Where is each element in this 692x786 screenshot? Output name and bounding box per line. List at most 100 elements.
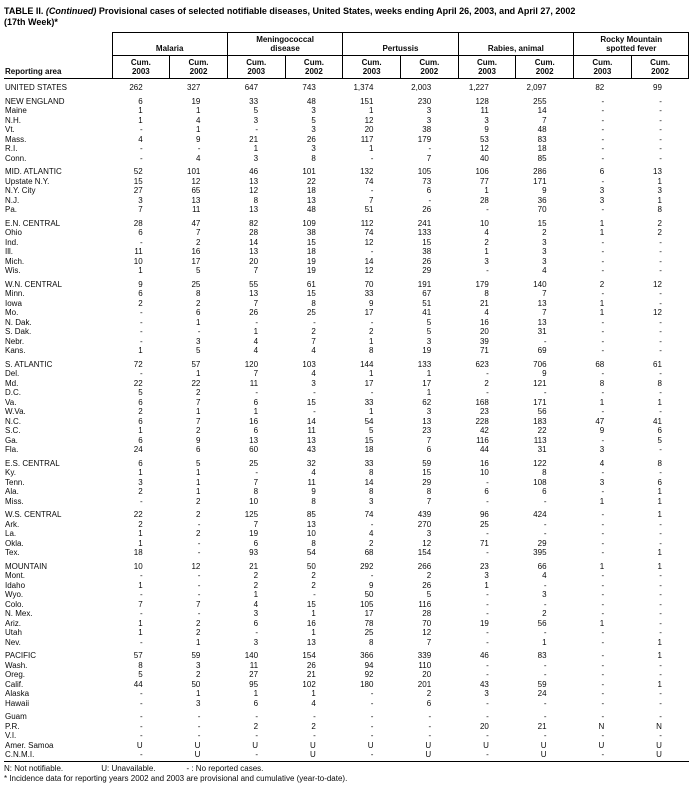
value-cell: 12 (249, 186, 259, 195)
value-cell: 5 (657, 435, 662, 445)
legend-not-notifiable: N: Not notifiable. (4, 763, 64, 773)
col-header-rabies-animal-cum-2003: Cum. 2003 (457, 55, 516, 79)
value-cell: - (659, 712, 662, 721)
value-cell: 31 (537, 327, 547, 336)
value-cell: 10 (479, 468, 489, 477)
value-cell: 15 (422, 468, 432, 477)
value-cell: - (601, 712, 605, 721)
value-cell: 12 (191, 561, 201, 571)
value-cell: 78 (364, 618, 374, 628)
value-cell: 77 (479, 176, 489, 186)
reporting-area-cell: Wash. (5, 660, 28, 670)
value-cell: - (659, 731, 662, 740)
value-cell: - (543, 529, 547, 538)
value-cell: 1 (599, 228, 605, 237)
value-cell: - (543, 731, 547, 740)
table-row: Nev. -1 3 13 8 7-1-1 (4, 638, 689, 648)
value-cell: 95 (249, 679, 259, 689)
value-cell: 108 (533, 477, 547, 487)
value-cell: 180 (360, 679, 374, 689)
value-cell: 2 (195, 529, 201, 538)
value-cell: 1 (542, 637, 547, 647)
table-row: Alaska - 1 1 1 - 2 3 24 - - (4, 689, 689, 699)
value-cell: U (367, 740, 374, 750)
value-cell: 3 (195, 698, 201, 708)
value-cell: - (659, 660, 662, 670)
value-cell: 2 (195, 618, 201, 628)
value-cell: - (370, 519, 374, 529)
table-row: MOUNTAIN 10 12 21 50 292 266 23 66 1 1 (4, 562, 689, 572)
value-cell: 13 (537, 317, 547, 327)
value-cell: 20 (364, 125, 374, 134)
value-cell: 1 (195, 317, 201, 327)
value-cell: - (370, 153, 374, 163)
value-cell: - (255, 712, 259, 721)
title-continued: (Continued) (45, 6, 97, 16)
value-cell: - (197, 327, 201, 336)
table-row: S. Dak. - - 1 2 2 5 20 31 - - (4, 327, 689, 337)
value-cell: 2,097 (526, 83, 547, 92)
value-cell: 26 (306, 134, 316, 144)
value-cell: - (140, 369, 143, 378)
value-cell: - (659, 96, 662, 106)
table-row: Oreg. 5 2 27 21 92 20 - - - - (4, 670, 689, 680)
value-cell: 241 (417, 218, 432, 228)
value-cell: 1 (195, 407, 201, 416)
value-cell: 21 (249, 134, 259, 144)
value-cell: 36 (537, 195, 547, 205)
value-cell: 26 (306, 660, 316, 670)
value-cell: 5 (426, 327, 432, 336)
value-cell: - (140, 125, 143, 134)
table-row: D.C. 5 2 - - - 1 - - - - (4, 388, 689, 398)
value-cell: 11 (134, 247, 143, 256)
value-cell: - (370, 721, 374, 731)
value-cell: 103 (302, 359, 316, 369)
value-cell: 68 (595, 359, 605, 369)
col-header-malaria-cum-2003: Cum. 2003 (111, 55, 170, 79)
value-cell: 1 (369, 369, 374, 378)
table-row: Calif. 44 50 95 102 180 201 43 59 - 1 (4, 680, 689, 690)
value-cell: 8 (599, 378, 605, 388)
value-cell: 122 (533, 458, 547, 468)
value-cell: - (601, 407, 605, 416)
reporting-area-cell: N.Y. City (5, 186, 36, 195)
value-cell: 1 (195, 637, 201, 647)
value-cell: 33 (364, 458, 374, 468)
value-cell: - (370, 689, 374, 698)
value-cell: - (659, 115, 662, 125)
value-cell: 24 (133, 445, 143, 454)
value-cell: - (370, 317, 374, 327)
value-cell: 10 (306, 529, 316, 538)
value-cell: 14 (364, 477, 374, 487)
value-cell: - (140, 637, 143, 647)
reporting-area-cell: N. Dak. (5, 317, 32, 327)
value-cell: 133 (417, 359, 432, 369)
col-header-rabies-animal-cum-2002: Cum. 2002 (515, 55, 574, 79)
value-cell: 1 (311, 628, 316, 637)
value-cell: 15 (306, 397, 316, 407)
value-cell: 33 (249, 96, 259, 106)
value-cell: U (310, 740, 316, 750)
value-cell: 1 (599, 496, 605, 506)
reporting-area-cell: Md. (5, 378, 19, 388)
value-cell: 10 (133, 256, 143, 266)
table-row: C.N.M.I. - U - U - U - U - U (4, 750, 689, 760)
value-cell: 4 (253, 599, 259, 609)
value-cell: - (601, 237, 605, 247)
value-cell: 3 (311, 106, 316, 115)
value-cell: - (197, 538, 201, 548)
value-cell: 7 (195, 416, 201, 426)
value-cell: 7 (542, 115, 547, 125)
value-cell: 116 (418, 599, 432, 609)
value-cell: 74 (364, 176, 374, 186)
value-cell: - (486, 590, 489, 599)
value-cell: 16 (191, 247, 201, 256)
value-cell: 56 (537, 618, 547, 628)
value-cell: - (543, 670, 547, 679)
value-cell: 6 (138, 228, 143, 237)
value-cell: 2 (195, 510, 201, 519)
value-cell: - (601, 571, 605, 580)
value-cell: - (255, 628, 259, 637)
value-cell: - (659, 144, 662, 153)
value-cell: 5 (311, 115, 316, 125)
